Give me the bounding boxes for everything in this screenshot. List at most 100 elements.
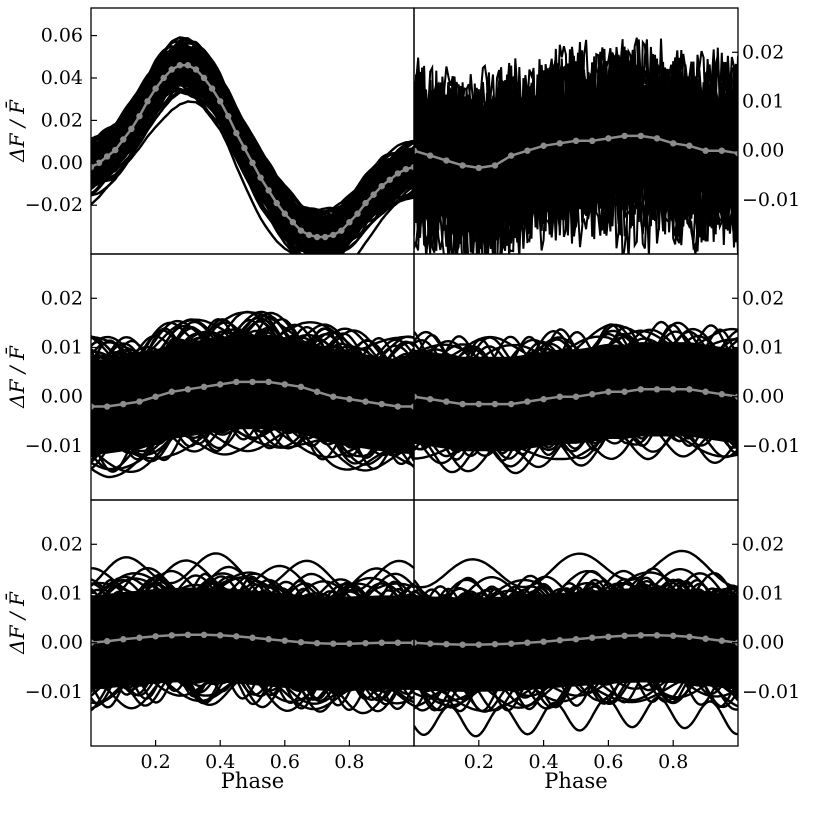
binned-point	[313, 388, 321, 395]
binned-point	[589, 391, 596, 398]
binned-point	[475, 164, 482, 172]
binned-point	[362, 398, 369, 405]
ytick-label: 0.01	[41, 582, 83, 604]
binned-point	[152, 85, 159, 92]
binned-point	[621, 632, 628, 639]
raw-lightcurve-trace	[91, 82, 414, 254]
binned-point	[524, 147, 531, 154]
binned-point	[112, 146, 119, 154]
raw-lightcurve-trace	[91, 319, 414, 376]
binned-point	[370, 191, 377, 198]
binned-point	[208, 85, 216, 92]
binned-point	[621, 132, 628, 140]
panel-bottom-left	[91, 552, 414, 715]
binned-point	[136, 112, 143, 120]
x-axis-label: Phase	[544, 769, 607, 793]
binned-point	[572, 393, 580, 400]
frames-group	[90, 7, 739, 747]
binned-point	[91, 163, 95, 171]
binned-point	[91, 403, 95, 410]
binned-point	[605, 388, 612, 395]
binned-point	[120, 136, 127, 143]
binned-point	[281, 381, 288, 388]
plot-area	[414, 320, 738, 475]
binned-point	[120, 636, 127, 643]
binned-point	[637, 386, 644, 393]
binned-point	[313, 233, 321, 241]
binned-point	[338, 227, 345, 234]
binned-point	[168, 66, 175, 73]
binned-point	[346, 640, 353, 647]
ytick-label: 0.02	[742, 287, 784, 309]
binned-point	[459, 162, 466, 169]
raw-lightcurve-trace	[414, 549, 738, 589]
binned-point	[702, 388, 709, 395]
binned-point	[225, 112, 232, 120]
binned-point	[394, 403, 402, 410]
plot-area	[91, 310, 414, 479]
binned-point	[217, 632, 224, 639]
ytick-label: 0.00	[742, 140, 784, 162]
binned-point	[128, 125, 135, 133]
binned-point	[491, 640, 499, 648]
labels-group: −0.02 0.00 0.02 0.04 0.06 ΔF / F̄ −0.01 0.00 0.0…	[4, 25, 800, 793]
ytick-label: 0.04	[41, 67, 83, 89]
binned-point	[136, 398, 143, 405]
binned-point	[257, 174, 264, 181]
panel-frame	[413, 499, 739, 747]
binned-point	[459, 641, 466, 648]
binned-point	[718, 147, 725, 154]
x-axis-label: Phase	[221, 769, 284, 793]
binned-point	[410, 163, 414, 171]
panel-middle-right	[414, 320, 738, 475]
binned-point	[265, 187, 272, 194]
ytick-label: 0.02	[742, 41, 784, 63]
ytick-label: −0.01	[742, 189, 800, 211]
binned-point	[321, 233, 329, 241]
binned-point	[168, 388, 175, 395]
raw-lightcurve-trace	[91, 672, 414, 713]
binned-point	[702, 635, 709, 642]
binned-point	[305, 231, 313, 239]
binned-point	[330, 640, 337, 647]
binned-point	[475, 400, 482, 408]
binned-point	[443, 398, 450, 405]
binned-point	[414, 639, 418, 646]
binned-point	[103, 638, 111, 645]
binned-point	[168, 632, 175, 639]
ytick-label: 0.01	[41, 336, 83, 358]
ytick-label: 0.02	[742, 533, 784, 555]
y-axis-label: ΔF / F̄	[4, 591, 29, 655]
binned-point	[686, 386, 693, 393]
binned-point	[217, 98, 224, 105]
binned-point	[265, 378, 272, 386]
xtick-label: 0.6	[270, 751, 300, 773]
ytick-label: −0.01	[742, 681, 800, 703]
binned-point	[249, 634, 256, 641]
panel-top-left	[91, 36, 414, 254]
binned-point	[273, 199, 280, 207]
xtick-label: 0.4	[205, 751, 235, 773]
ytick-label: 0.00	[742, 386, 784, 408]
raw-lightcurve-trace	[414, 696, 738, 738]
binned-point	[410, 403, 414, 410]
binned-point	[184, 631, 192, 639]
binned-point	[394, 639, 402, 646]
binned-point	[491, 162, 499, 169]
ytick-label: 0.06	[41, 25, 83, 47]
binned-point	[427, 395, 434, 403]
binned-point	[386, 176, 393, 183]
binned-point	[120, 400, 127, 408]
binned-point	[414, 393, 418, 400]
raw-lightcurve-trace	[414, 671, 738, 713]
binned-point	[572, 636, 580, 643]
binned-point	[200, 383, 208, 391]
binned-point	[378, 182, 385, 190]
plot-area	[91, 552, 414, 715]
binned-point	[200, 631, 208, 639]
raw-data-band	[91, 334, 414, 454]
binned-point	[297, 638, 305, 646]
binned-point	[524, 398, 531, 405]
binned-point	[605, 633, 612, 640]
